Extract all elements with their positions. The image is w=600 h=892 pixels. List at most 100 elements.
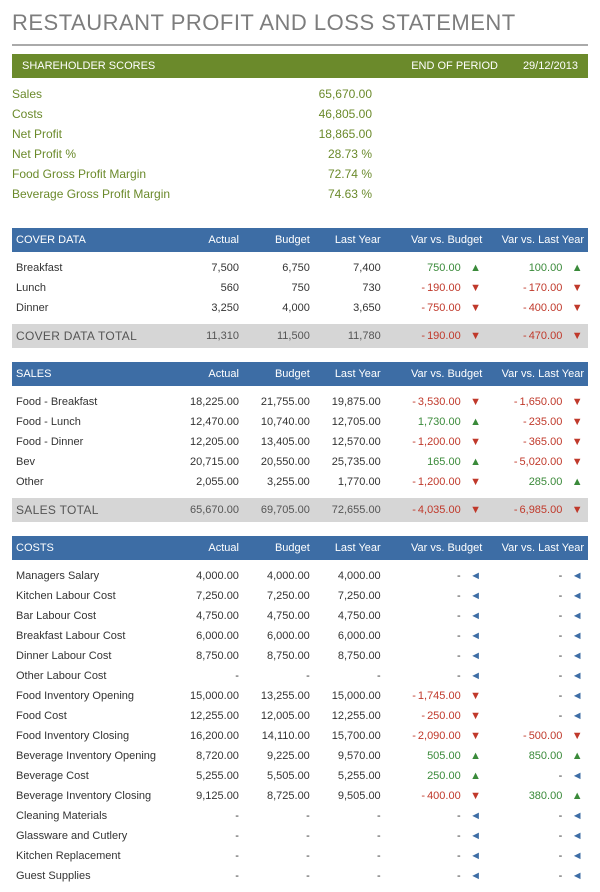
cell-var-budget-ind: ▼ <box>465 472 487 492</box>
cell-var-budget: - <box>385 866 465 886</box>
cell-budget: 12,005.00 <box>243 706 314 726</box>
cell-var-last: -365.00 <box>486 432 566 452</box>
cell-var-budget: - <box>385 626 465 646</box>
cell-var-last: - <box>486 586 566 606</box>
cell-var-budget-ind: ◄ <box>465 806 487 826</box>
cell-var-last-ind: ◄ <box>566 646 588 666</box>
cell-budget: - <box>243 666 314 686</box>
score-value: 18,865.00 <box>272 127 372 141</box>
table-row: Kitchen Labour Cost7,250.007,250.007,250… <box>12 586 588 606</box>
table-row: Food - Lunch12,470.0010,740.0012,705.001… <box>12 412 588 432</box>
cell-budget: 14,110.00 <box>243 726 314 746</box>
cell-var-last-ind: ◄ <box>566 606 588 626</box>
cell-var-budget: -400.00 <box>385 786 465 806</box>
cell-actual: - <box>172 866 243 886</box>
col-lastyear: Last Year <box>314 536 385 560</box>
cell-budget: 8,725.00 <box>243 786 314 806</box>
down-icon: ▼ <box>470 282 481 294</box>
score-label: Costs <box>12 107 272 121</box>
equal-icon: ◄ <box>572 770 583 782</box>
cell-var-last-ind: ◄ <box>566 586 588 606</box>
score-row: Net Profit18,865.00 <box>12 124 588 144</box>
total-label: SALES TOTAL <box>12 498 172 522</box>
row-label: Food Inventory Opening <box>12 686 172 706</box>
col-actual: Actual <box>172 362 243 386</box>
row-label: Managers Salary <box>12 566 172 586</box>
cell-budget: 20,550.00 <box>243 452 314 472</box>
down-icon: ▼ <box>470 396 481 408</box>
cell-actual: - <box>172 826 243 846</box>
cell-actual: - <box>172 846 243 866</box>
down-icon: ▼ <box>470 710 481 722</box>
cell-var-last-ind: ▼ <box>566 392 588 412</box>
cell-actual: 8,750.00 <box>172 646 243 666</box>
up-icon: ▲ <box>470 770 481 782</box>
equal-icon: ◄ <box>470 850 481 862</box>
cell-last: - <box>314 806 385 826</box>
cell-budget: 4,750.00 <box>243 606 314 626</box>
cell-last: 12,255.00 <box>314 706 385 726</box>
total-budget: 11,500 <box>243 324 314 348</box>
down-icon: ▼ <box>470 476 481 488</box>
total-actual: 65,670.00 <box>172 498 243 522</box>
table-row: Guest Supplies----◄-◄ <box>12 866 588 886</box>
cell-var-last: - <box>486 866 566 886</box>
cell-budget: 6,750 <box>243 258 314 278</box>
cell-var-last-ind: ▼ <box>566 432 588 452</box>
up-icon: ▲ <box>470 456 481 468</box>
cell-last: 8,750.00 <box>314 646 385 666</box>
table-row: Dinner Labour Cost8,750.008,750.008,750.… <box>12 646 588 666</box>
score-row: Net Profit %28.73 % <box>12 144 588 164</box>
cell-var-budget-ind: ▼ <box>465 726 487 746</box>
cell-last: 12,705.00 <box>314 412 385 432</box>
equal-icon: ◄ <box>470 650 481 662</box>
row-label: Food Inventory Closing <box>12 726 172 746</box>
cell-last: 12,570.00 <box>314 432 385 452</box>
cell-var-last: -170.00 <box>486 278 566 298</box>
cell-budget: 6,000.00 <box>243 626 314 646</box>
cell-var-last: - <box>486 766 566 786</box>
cell-var-budget: - <box>385 586 465 606</box>
cell-actual: 6,000.00 <box>172 626 243 646</box>
cell-var-last: - <box>486 806 566 826</box>
cell-var-last-ind: ▼ <box>566 452 588 472</box>
col-budget: Budget <box>243 362 314 386</box>
table-row: Beverage Cost5,255.005,505.005,255.00250… <box>12 766 588 786</box>
cell-var-budget-ind: ▼ <box>465 686 487 706</box>
equal-icon: ◄ <box>572 610 583 622</box>
cell-last: 25,735.00 <box>314 452 385 472</box>
cell-last: 15,700.00 <box>314 726 385 746</box>
cell-actual: 8,720.00 <box>172 746 243 766</box>
cell-var-budget: -1,745.00 <box>385 686 465 706</box>
row-label: Kitchen Labour Cost <box>12 586 172 606</box>
up-icon: ▲ <box>572 750 583 762</box>
row-label: Glassware and Cutlery <box>12 826 172 846</box>
down-icon: ▼ <box>470 330 481 342</box>
cell-var-budget: - <box>385 566 465 586</box>
equal-icon: ◄ <box>572 650 583 662</box>
cell-var-last: -5,020.00 <box>486 452 566 472</box>
table-row: Food Inventory Opening15,000.0013,255.00… <box>12 686 588 706</box>
cell-actual: 12,255.00 <box>172 706 243 726</box>
section-table: COSTSActualBudgetLast YearVar vs. Budget… <box>12 536 588 892</box>
cell-var-budget-ind: ▲ <box>465 258 487 278</box>
cell-budget: - <box>243 866 314 886</box>
cell-var-last-ind: ▼ <box>566 412 588 432</box>
shareholder-banner-date: 29/12/2013 <box>498 60 578 72</box>
total-var-last: -6,985.00 <box>486 498 566 522</box>
section-header-name: COVER DATA <box>12 228 172 252</box>
down-icon: ▼ <box>572 504 583 516</box>
score-row: Beverage Gross Profit Margin74.63 % <box>12 184 588 204</box>
col-actual: Actual <box>172 228 243 252</box>
up-icon: ▲ <box>470 750 481 762</box>
cell-var-last: -1,650.00 <box>486 392 566 412</box>
down-icon: ▼ <box>470 690 481 702</box>
row-label: Guest Supplies <box>12 866 172 886</box>
cell-last: 7,400 <box>314 258 385 278</box>
cell-budget: 4,000 <box>243 298 314 318</box>
cell-var-budget-ind: ◄ <box>465 826 487 846</box>
cell-var-last-ind: ◄ <box>566 766 588 786</box>
cell-var-last-ind: ◄ <box>566 566 588 586</box>
row-label: Other Labour Cost <box>12 666 172 686</box>
cell-var-budget-ind: ▼ <box>465 432 487 452</box>
